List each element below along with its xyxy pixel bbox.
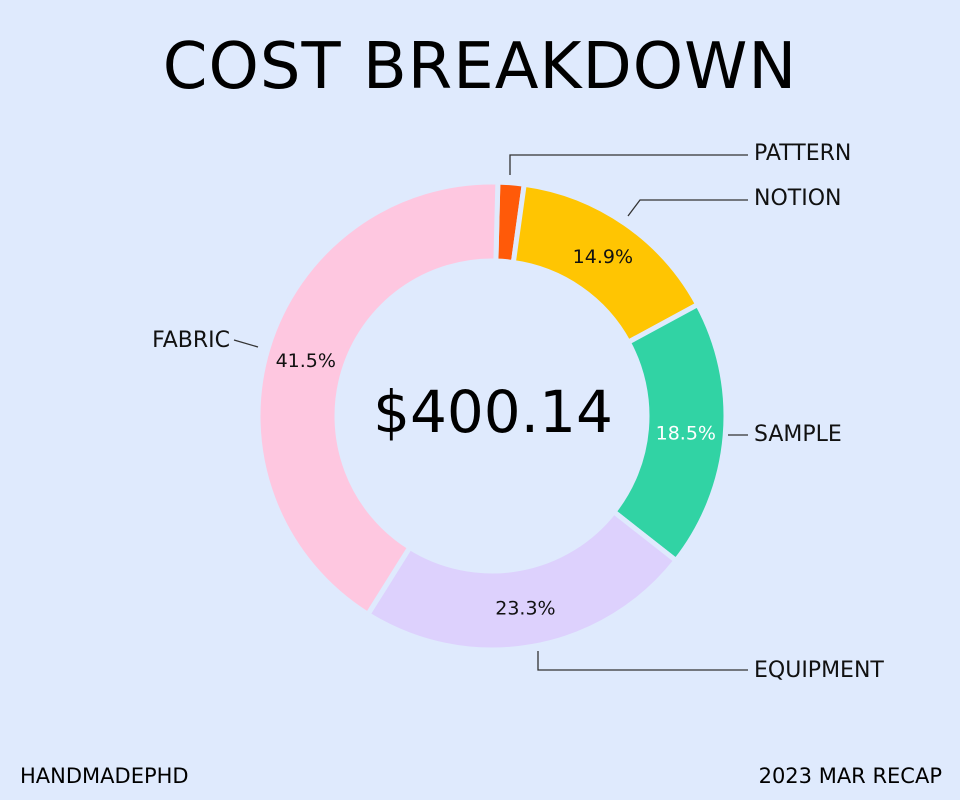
- category-label-pattern: PATTERN: [754, 141, 851, 166]
- leader-line-fabric: [233, 339, 259, 348]
- center-total: $400.14: [373, 378, 613, 446]
- slice-equipment: [364, 508, 680, 653]
- labels-layer: PATTERN 14.9% NOTION 18.5% SAMPLE 23.3% EQUIPM…: [152, 141, 884, 683]
- chart-title: COST BREAKDOWN: [163, 30, 798, 104]
- percent-label-sample: 18.5%: [656, 422, 716, 444]
- slices-layer: [255, 179, 729, 653]
- leader-lines: [233, 154, 748, 671]
- footer-right: 2023 MAR RECAP: [759, 764, 942, 788]
- percent-label-equipment: 23.3%: [495, 598, 555, 620]
- percent-label-notion: 14.9%: [573, 246, 633, 268]
- category-label-sample: SAMPLE: [754, 422, 842, 447]
- leader-line-equipment: [537, 651, 748, 671]
- slice-fabric: [255, 179, 501, 618]
- leader-line-notion: [627, 199, 748, 217]
- leader-line-pattern: [509, 154, 748, 175]
- footer-left: HANDMADEPHD: [20, 764, 189, 788]
- percent-label-fabric: 41.5%: [276, 350, 336, 372]
- category-label-notion: NOTION: [754, 186, 841, 211]
- category-label-fabric: FABRIC: [152, 328, 230, 353]
- category-label-equipment: EQUIPMENT: [754, 658, 884, 683]
